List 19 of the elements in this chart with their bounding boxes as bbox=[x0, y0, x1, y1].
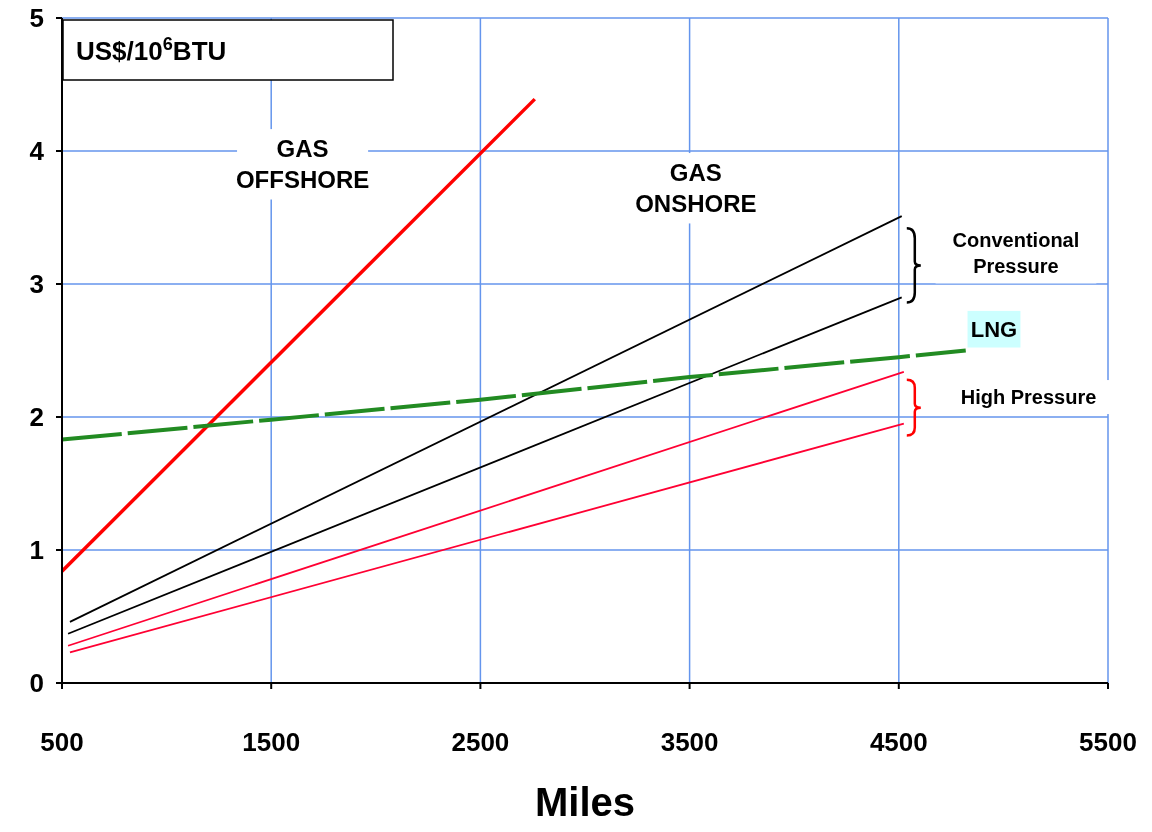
x-tick-label: 3500 bbox=[660, 727, 719, 758]
x-tick-label: 5500 bbox=[1079, 727, 1137, 758]
x-tick-label: 4500 bbox=[869, 727, 928, 758]
x-tick-label: 1500 bbox=[242, 727, 301, 758]
y-axis-title: US$/10$^{6}$BTU bbox=[76, 34, 227, 66]
annotation: Conventional Pressure bbox=[952, 229, 1080, 278]
annotation: LNG bbox=[970, 316, 1018, 342]
x-axis-title: Miles bbox=[534, 780, 636, 825]
y-tick-label: 4 bbox=[29, 136, 45, 167]
y-tick-label: 2 bbox=[29, 402, 44, 433]
annotation: High Pressure bbox=[960, 386, 1097, 409]
x-tick-label: 500 bbox=[40, 727, 84, 758]
y-tick-label: 5 bbox=[29, 3, 44, 34]
y-tick-label: 3 bbox=[29, 269, 44, 300]
x-tick-label: 2500 bbox=[451, 727, 510, 758]
y-tick-label: 1 bbox=[29, 535, 44, 566]
y-tick-label: 0 bbox=[29, 668, 44, 699]
annotation: GAS OFFSHORE bbox=[235, 135, 370, 194]
annotation: GAS ONSHORE bbox=[635, 159, 757, 218]
